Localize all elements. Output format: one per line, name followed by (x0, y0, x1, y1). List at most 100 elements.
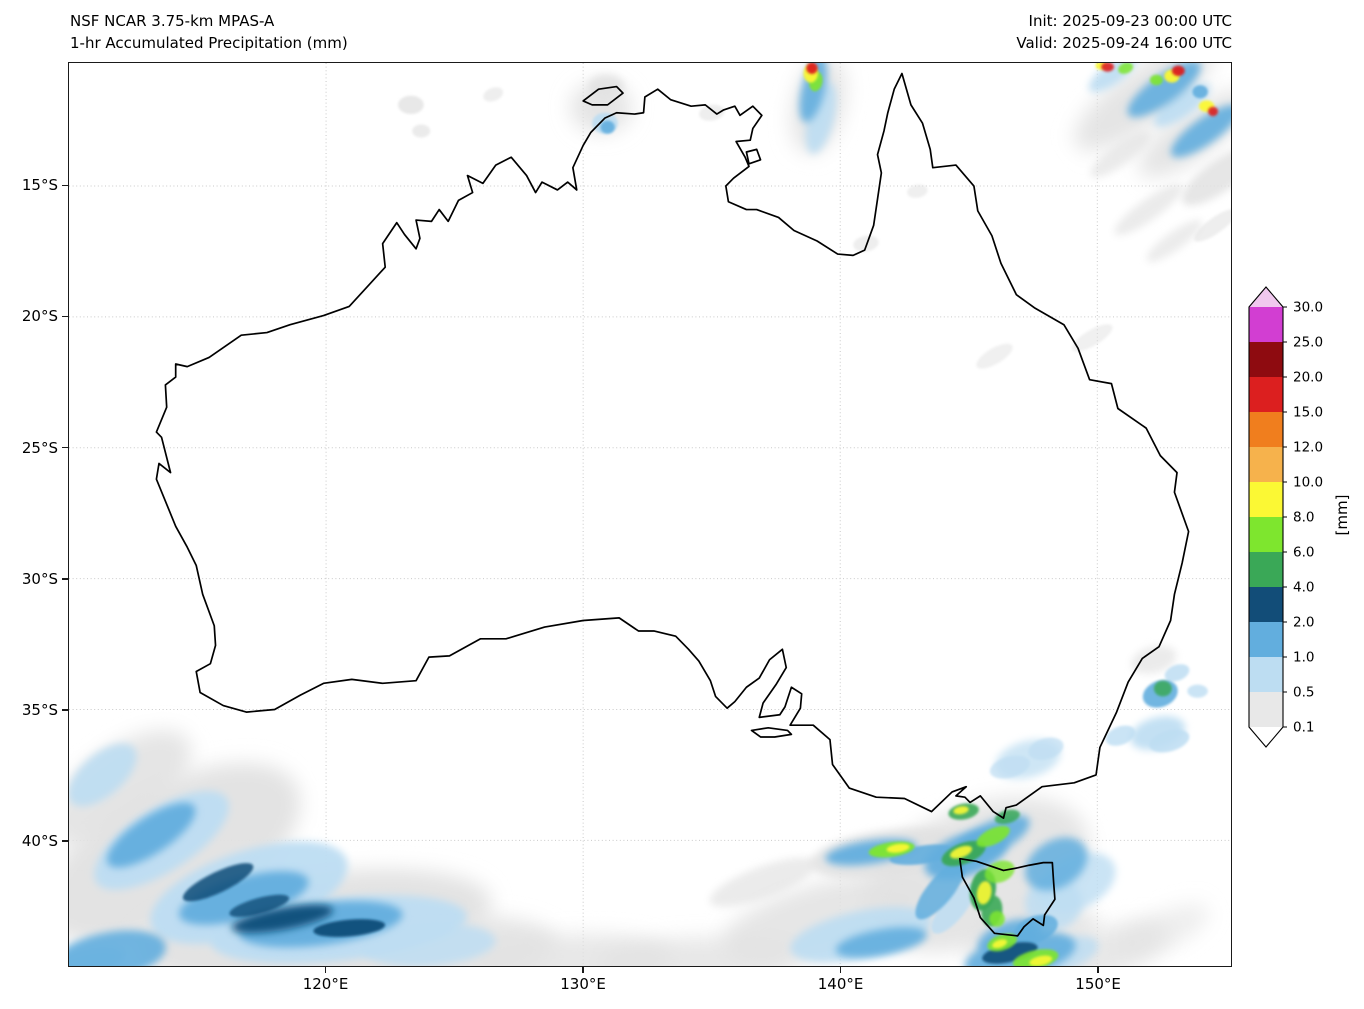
colorbar-under-arrow (1249, 727, 1283, 747)
precip-cell (1192, 85, 1208, 99)
precip-cell (600, 120, 615, 134)
colorbar-tick-label: 25.0 (1293, 335, 1323, 351)
precip-cell (1028, 737, 1064, 760)
colorbar: 30.0 25.0 20.0 15.0 12.0 10.0 8.0 6.0 4.0 2.0 1.0 0… (1248, 286, 1323, 748)
precip-cell (1170, 104, 1231, 158)
y-tick-label: 35°S (21, 700, 58, 719)
model-title: NSF NCAR 3.75-km MPAS-A (70, 12, 275, 30)
precip-cell (483, 87, 504, 102)
precip-cell (1153, 680, 1172, 697)
precip-cell (69, 743, 137, 807)
y-tick-mark (62, 709, 68, 711)
precip-cell (69, 730, 192, 846)
colorbar-tick-label: 15.0 (1293, 405, 1323, 421)
precip-cell (835, 927, 927, 958)
precip-cell (698, 104, 725, 121)
precip-cell (1118, 63, 1134, 74)
colorbar-tick-label: 20.0 (1293, 370, 1323, 386)
coastline-mainland (156, 73, 1188, 818)
precip-cell (1194, 208, 1231, 242)
precip-cell (994, 809, 1020, 824)
precip-cell (976, 881, 992, 905)
precip-cell (179, 871, 309, 925)
colorbar-tick-label: 0.5 (1293, 685, 1314, 701)
precip-cell (989, 911, 1005, 927)
colorbar-segment (1249, 622, 1283, 657)
precip-cell (362, 923, 496, 966)
y-tick-label: 20°S (21, 307, 58, 326)
colorbar-tick-label: 6.0 (1293, 545, 1314, 561)
precip-cell (107, 802, 196, 868)
precip-cell (950, 845, 973, 859)
colorbar-tick-label: 4.0 (1293, 580, 1314, 596)
title-block: NSF NCAR 3.75-km MPAS-A 1-hr Accumulated… (70, 10, 348, 54)
precip-cell (992, 939, 1008, 949)
precip-cell (709, 857, 817, 907)
colorbar-segment (1249, 692, 1283, 727)
precip-cell (182, 863, 254, 902)
precip-cell (588, 74, 625, 99)
y-tick-mark (62, 578, 68, 580)
colorbar-segment (1249, 587, 1283, 622)
x-tick-mark (582, 967, 584, 973)
y-tick-mark (62, 315, 68, 318)
x-tick-label: 150°E (1075, 975, 1121, 993)
colorbar-segment (1249, 657, 1283, 692)
precip-cell (989, 755, 1030, 779)
precip-cell (886, 843, 910, 853)
coastline-melville-island (583, 87, 623, 105)
precip-cell (1171, 65, 1185, 77)
x-tick-label: 120°E (302, 975, 349, 993)
precip-cell (69, 930, 166, 966)
precip-cell (1127, 63, 1201, 118)
colorbar-tick-label: 30.0 (1293, 300, 1323, 316)
colorbar-segment (1249, 412, 1283, 447)
colorbar-segment (1249, 342, 1283, 377)
precip-cell (853, 235, 879, 252)
colorbar-tick-label: 8.0 (1293, 510, 1314, 526)
precip-cell (229, 894, 290, 917)
y-tick-label: 40°S (21, 832, 58, 851)
y-tick-mark (62, 840, 68, 842)
precip-cell (953, 806, 969, 815)
coastline-australia (156, 73, 1188, 935)
precip-cell (1114, 184, 1183, 236)
precip-cell (1029, 955, 1053, 966)
colorbar-over-arrow (1249, 287, 1283, 307)
colorbar-segment (1249, 377, 1283, 412)
precip-shading (69, 63, 1231, 966)
precip-cell (1181, 145, 1231, 206)
y-tick-label: 30°S (21, 569, 58, 588)
colorbar-segment (1249, 552, 1283, 587)
precip-cell (1164, 664, 1190, 682)
colorbar-segment (1249, 307, 1283, 342)
precip-cell (1187, 684, 1208, 698)
map-panel (68, 62, 1232, 967)
precip-cell (1071, 324, 1113, 352)
colorbar-tick-label: 2.0 (1293, 615, 1314, 631)
colorbar-tick-label: 12.0 (1293, 440, 1323, 456)
gridlines (69, 63, 1231, 966)
precip-cell (398, 95, 424, 115)
y-tick-mark (62, 184, 68, 187)
precip-cell (1025, 837, 1088, 891)
y-tick-mark (62, 446, 68, 449)
map-svg (69, 63, 1231, 966)
colorbar-tick-label: 10.0 (1293, 475, 1323, 491)
colorbar-segment (1249, 517, 1283, 552)
precip-cell (1101, 63, 1115, 72)
y-tick-label: 15°S (21, 176, 58, 195)
precip-cell (412, 124, 431, 138)
precip-cell (231, 904, 334, 934)
precip-cell (1146, 220, 1203, 262)
x-tick-mark (1097, 967, 1099, 973)
precip-cell (1149, 729, 1190, 753)
x-tick-mark (324, 967, 327, 973)
x-tick-mark (839, 967, 842, 973)
precip-cell (1131, 645, 1177, 674)
coastline-tasmania (960, 859, 1055, 936)
init-time: Init: 2025-09-23 00:00 UTC (1028, 12, 1232, 30)
precip-cell (976, 825, 1010, 847)
colorbar-tick-label: 1.0 (1293, 650, 1314, 666)
